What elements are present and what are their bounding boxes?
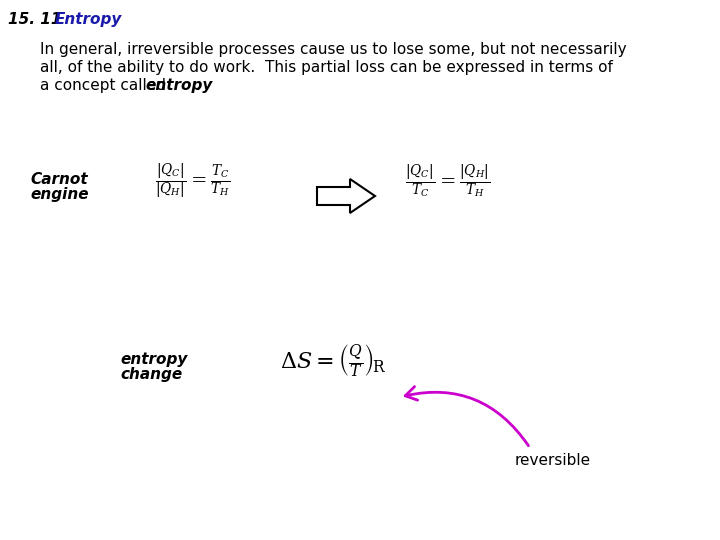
Text: all, of the ability to do work.  This partial loss can be expressed in terms of: all, of the ability to do work. This par… xyxy=(40,60,613,75)
Text: 15. 11: 15. 11 xyxy=(8,12,61,27)
Text: $\frac{|Q_C|}{|Q_H|}=\frac{T_C}{T_H}$: $\frac{|Q_C|}{|Q_H|}=\frac{T_C}{T_H}$ xyxy=(155,162,230,202)
Text: .: . xyxy=(196,78,201,93)
Text: reversible: reversible xyxy=(515,453,591,468)
Polygon shape xyxy=(317,179,375,213)
Text: $\frac{|Q_C|}{T_C}=\frac{|Q_H|}{T_H}$: $\frac{|Q_C|}{T_C}=\frac{|Q_H|}{T_H}$ xyxy=(405,162,490,200)
Text: Carnot: Carnot xyxy=(30,172,88,187)
Text: In general, irreversible processes cause us to lose some, but not necessarily: In general, irreversible processes cause… xyxy=(40,42,626,57)
Text: a concept called: a concept called xyxy=(40,78,171,93)
Text: Entropy: Entropy xyxy=(55,12,122,27)
FancyArrowPatch shape xyxy=(405,387,528,446)
Text: change: change xyxy=(120,367,182,382)
Text: entropy: entropy xyxy=(120,352,187,367)
Text: entropy: entropy xyxy=(145,78,213,93)
Text: $\Delta S=\left(\frac{Q}{T}\right)_{\!\mathrm{R}}$: $\Delta S=\left(\frac{Q}{T}\right)_{\!\m… xyxy=(280,342,386,380)
Text: engine: engine xyxy=(30,187,89,202)
